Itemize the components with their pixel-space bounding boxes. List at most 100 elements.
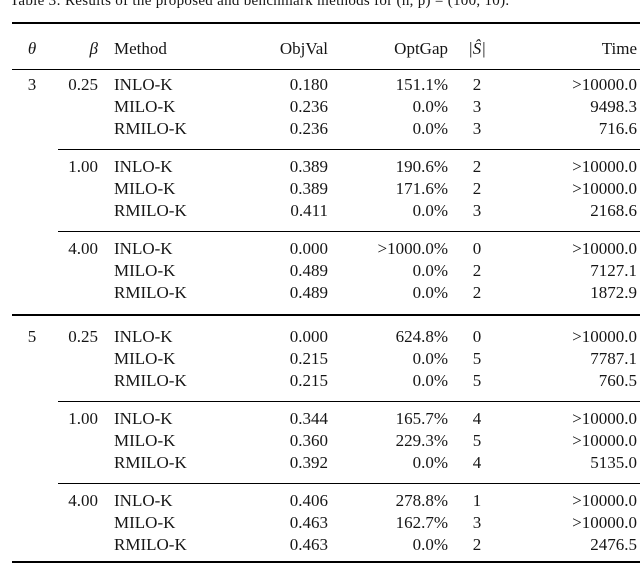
- cell-time: 2476.5: [514, 533, 640, 563]
- cell-time: >10000.0: [572, 75, 637, 94]
- cell-method: RMILO-K: [106, 533, 240, 563]
- cell-objval: 0.360: [289, 431, 328, 450]
- caption-clipped: Table 3: Results of the proposed and ben…: [0, 0, 640, 9]
- cell-objval: 0.215: [289, 371, 328, 390]
- cell-method: RMILO-K: [114, 453, 187, 472]
- cell-objval: 0.463: [289, 513, 328, 532]
- cell-s-card: 4: [450, 401, 514, 430]
- cell-beta: 4.00: [58, 483, 106, 512]
- cell-optgap: 162.7%: [395, 513, 448, 532]
- cell-theta: [12, 96, 58, 118]
- cell-objval: 0.000: [240, 314, 330, 348]
- cell-method: RMILO-K: [114, 201, 187, 220]
- cell-time: 1872.9: [590, 283, 637, 302]
- cell-s-card: 3: [472, 513, 482, 532]
- table-row: RMILO-K 0.463 0.0% 2 2476.5: [12, 533, 640, 563]
- cell-s-card: 5: [472, 371, 482, 390]
- table-row: 4.00 INLO-K 0.000 >1000.0% 0 >10000.0: [12, 231, 640, 260]
- cell-beta: 0.25: [58, 314, 106, 348]
- cell-objval: 0.236: [289, 97, 328, 116]
- cell-method: MILO-K: [114, 431, 176, 450]
- cell-method: MILO-K: [114, 179, 176, 198]
- caption-text: Table 3: Results of the proposed and ben…: [10, 0, 510, 9]
- cell-s-card: 3: [472, 201, 482, 220]
- cell-optgap: 0.0%: [412, 283, 448, 302]
- cell-method: RMILO-K: [114, 119, 187, 138]
- table-row: MILO-K 0.215 0.0% 5 7787.1: [12, 348, 640, 370]
- cell-beta: [58, 370, 106, 402]
- cell-theta: [12, 260, 58, 282]
- header-row: θ β Method ObjVal OptGap |Ŝ| Time: [12, 23, 640, 70]
- cell-time: >10000.0: [514, 149, 640, 178]
- cell-time: 7787.1: [590, 349, 637, 368]
- cell-method: INLO-K: [106, 401, 240, 430]
- cell-method: MILO-K: [114, 261, 176, 280]
- table-row: MILO-K 0.236 0.0% 3 9498.3: [12, 96, 640, 118]
- cell-optgap: 151.1%: [395, 75, 448, 94]
- cell-time: >10000.0: [514, 231, 640, 260]
- cell-beta: [58, 512, 106, 534]
- cell-theta: 3: [27, 75, 37, 94]
- cell-s-card: 2: [450, 149, 514, 178]
- cell-beta: [58, 178, 106, 200]
- table-row: RMILO-K 0.392 0.0% 4 5135.0: [12, 452, 640, 484]
- results-table: θ β Method ObjVal OptGap |Ŝ| Time 3 0.25…: [12, 22, 640, 563]
- cell-theta: [12, 178, 58, 200]
- cell-method: MILO-K: [114, 513, 176, 532]
- cell-objval: 0.215: [289, 349, 328, 368]
- table-row: RMILO-K 0.236 0.0% 3 716.6: [12, 118, 640, 150]
- cell-time: 9498.3: [590, 97, 637, 116]
- cell-theta: [12, 200, 58, 232]
- cell-time: 716.6: [598, 119, 637, 138]
- cell-theta: [12, 150, 58, 178]
- cell-method: MILO-K: [114, 97, 176, 116]
- cell-method: INLO-K: [106, 483, 240, 512]
- cell-objval: 0.389: [289, 179, 328, 198]
- cell-theta: [12, 118, 58, 150]
- cell-optgap: 0.0%: [412, 97, 448, 116]
- cell-objval: 0.392: [289, 453, 328, 472]
- cell-optgap: 0.0%: [330, 533, 450, 563]
- col-header-theta: θ: [12, 23, 58, 70]
- cell-optgap: 229.3%: [395, 431, 448, 450]
- cell-objval: 0.389: [240, 149, 330, 178]
- cell-time: >10000.0: [572, 513, 637, 532]
- cell-s-card: 4: [472, 453, 482, 472]
- cell-theta: [12, 512, 58, 534]
- cell-optgap: 0.0%: [412, 453, 448, 472]
- cell-beta: [58, 533, 106, 563]
- cell-time: 2168.6: [590, 201, 637, 220]
- col-header-time: Time: [514, 23, 640, 70]
- cell-objval: 0.000: [240, 231, 330, 260]
- table-row: MILO-K 0.360 229.3% 5 >10000.0: [12, 430, 640, 452]
- table-row: RMILO-K 0.215 0.0% 5 760.5: [12, 370, 640, 402]
- cell-optgap: 0.0%: [412, 349, 448, 368]
- cell-s-card: 2: [472, 179, 482, 198]
- col-header-s-hat: |Ŝ|: [450, 23, 514, 70]
- cell-s-card: 5: [472, 349, 482, 368]
- cell-theta: [12, 430, 58, 452]
- cell-theta: 5: [12, 314, 58, 348]
- cell-s-card: 2: [472, 75, 482, 94]
- cell-beta: 0.25: [68, 75, 98, 94]
- cell-s-card: 0: [450, 231, 514, 260]
- cell-objval: 0.489: [289, 283, 328, 302]
- cell-beta: [58, 452, 106, 484]
- cell-time: 7127.1: [590, 261, 637, 280]
- cell-theta: [12, 370, 58, 402]
- cell-beta: [58, 430, 106, 452]
- cell-theta: [12, 452, 58, 484]
- cell-beta: [58, 118, 106, 150]
- cell-beta: 1.00: [58, 149, 106, 178]
- cell-beta: [58, 282, 106, 316]
- table-row: 4.00 INLO-K 0.406 278.8% 1 >10000.0: [12, 483, 640, 512]
- cell-optgap: 165.7%: [330, 401, 450, 430]
- cell-method: INLO-K: [106, 149, 240, 178]
- cell-s-card: 3: [472, 97, 482, 116]
- cell-optgap: 0.0%: [412, 261, 448, 280]
- table-row: RMILO-K 0.411 0.0% 3 2168.6: [12, 200, 640, 232]
- cell-method: RMILO-K: [114, 283, 187, 302]
- cell-time: >10000.0: [572, 179, 637, 198]
- cell-time: >10000.0: [572, 431, 637, 450]
